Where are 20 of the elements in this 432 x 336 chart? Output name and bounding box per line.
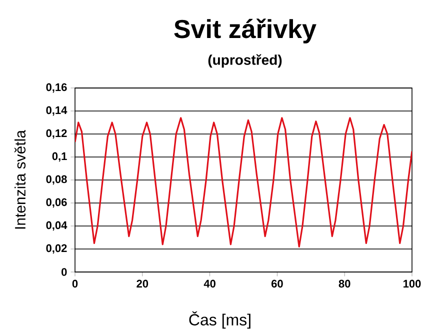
y-tick-label: 0,04 — [46, 221, 68, 231]
y-tick-label: 0,1 — [52, 152, 67, 162]
x-tick-label: 60 — [271, 280, 283, 288]
y-tick-label: 0,14 — [46, 106, 68, 116]
y-tick-label: 0,08 — [46, 175, 67, 185]
line-series — [75, 117, 412, 248]
y-tick-label: 0,06 — [46, 198, 67, 208]
y-axis-title: Intenzita světla — [14, 130, 26, 229]
x-tick-label: 100 — [404, 280, 421, 288]
x-tick-label: 80 — [338, 280, 350, 288]
x-axis-title: Čas [ms] — [189, 311, 250, 329]
x-tick-label: 40 — [204, 280, 216, 288]
x-tick-label: 20 — [136, 280, 148, 288]
chart-title: Svit zářivky — [174, 18, 316, 44]
x-tick-label: 0 — [72, 280, 78, 288]
y-tick-label: 0,12 — [46, 129, 67, 139]
y-tick-label: 0,16 — [46, 83, 67, 93]
y-tick-label: 0 — [62, 268, 67, 276]
chart-subtitle: (uprostřed) — [208, 54, 282, 68]
y-tick-label: 0,02 — [46, 244, 67, 254]
